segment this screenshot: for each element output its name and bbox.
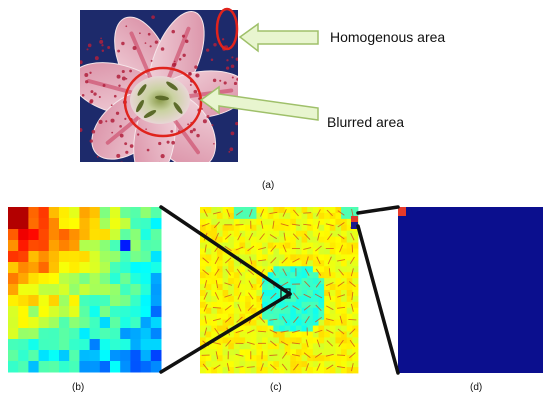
connector-line (159, 205, 292, 296)
homogenous-callout-arrow (238, 22, 319, 53)
zoom-connectors (159, 205, 400, 375)
blurred-area-label: Blurred area (327, 114, 405, 130)
detected-region-cell (398, 207, 406, 216)
blurred-callout-arrow (199, 85, 319, 121)
caption-b: (b) (72, 382, 85, 393)
connector-line (159, 292, 292, 374)
caption-c: (c) (270, 382, 282, 393)
connector-line (356, 224, 400, 375)
fine-heatmap (200, 207, 359, 374)
caption-a: (a) (262, 180, 275, 191)
homogenous-area-marker (215, 7, 239, 51)
homogenous-area-label: Homogenous area (330, 29, 446, 45)
connector-line (356, 205, 400, 215)
caption-d: (d) (470, 382, 483, 393)
coarse-heatmap (8, 207, 162, 373)
detection-map (398, 207, 543, 373)
zoom-source-cell (280, 288, 291, 299)
blurred-area-marker (123, 66, 203, 138)
